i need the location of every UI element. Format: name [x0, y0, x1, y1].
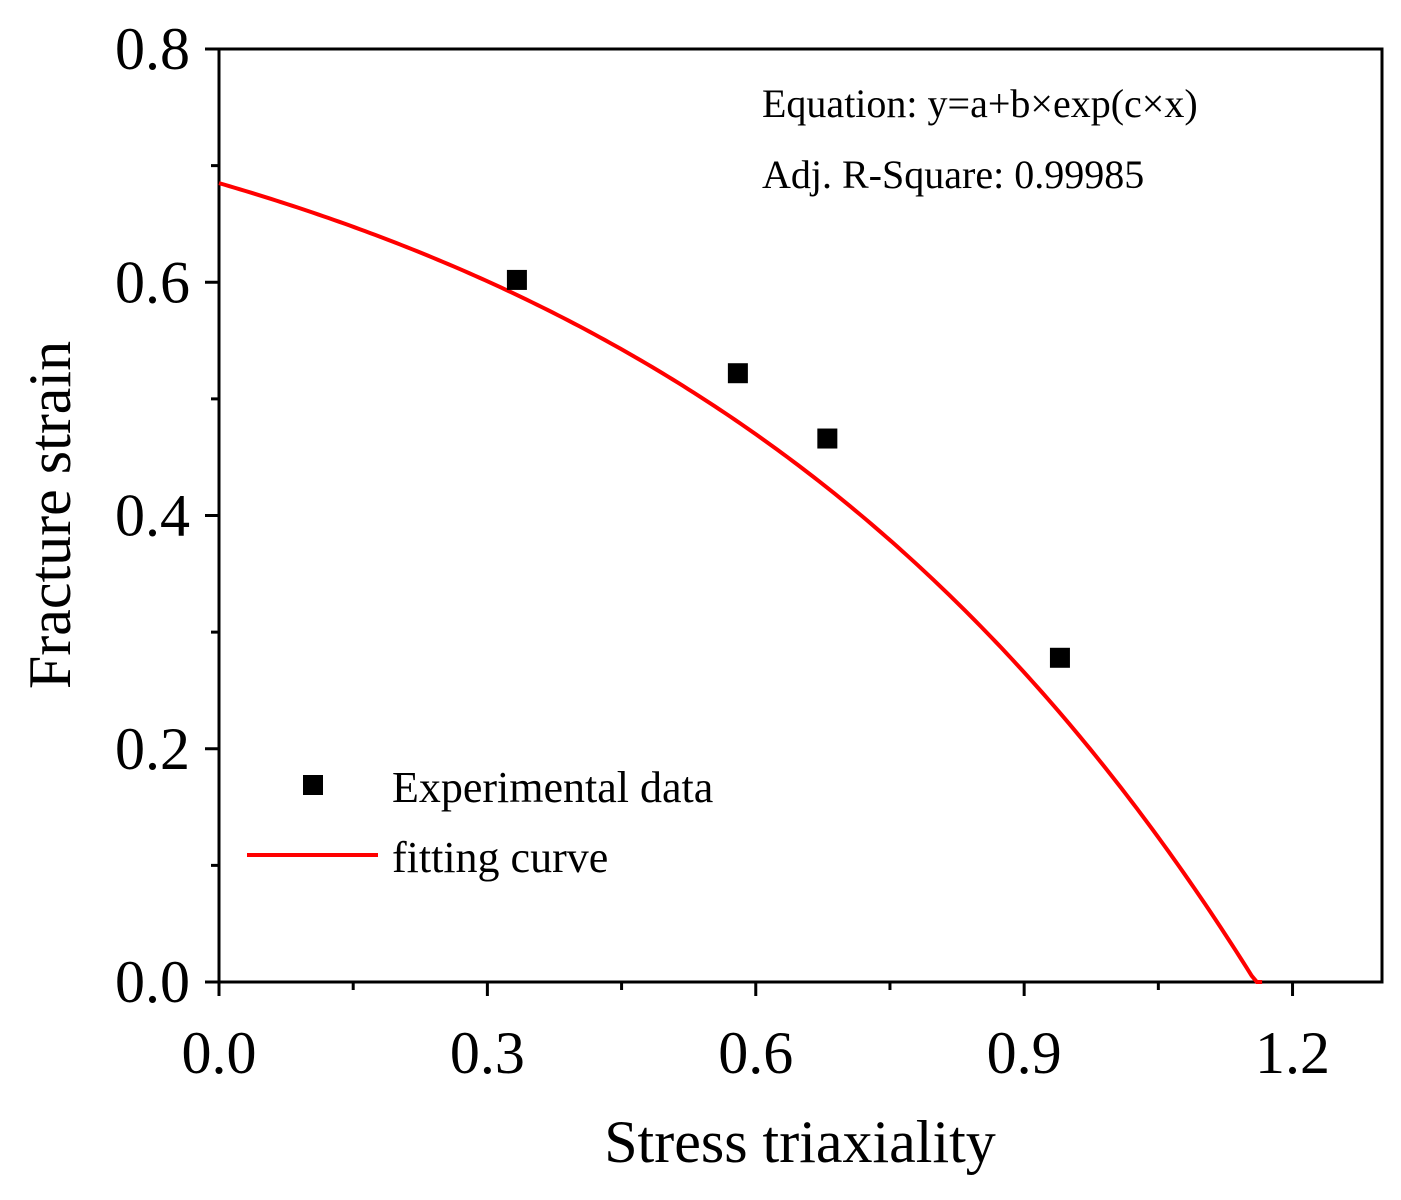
plot-frame	[217, 47, 1384, 984]
x-axis-title: Stress triaxiality	[604, 1109, 996, 1175]
y-tick-label: 0.0	[115, 949, 190, 1015]
y-tick-label: 0.2	[115, 716, 190, 782]
legend-square-marker	[303, 775, 323, 795]
y-tick-label: 0.6	[115, 249, 190, 315]
tick-labels: 0.0 0.3 0.6 0.9 1.2 0.0 0.2 0.4 0.6 0.8	[115, 16, 1330, 1086]
legend-label-fitting: fitting curve	[392, 833, 608, 882]
data-point	[506, 269, 527, 290]
r-square-annotation: Adj. R-Square: 0.99985	[762, 152, 1144, 197]
x-tick-label: 0.6	[718, 1020, 793, 1086]
x-tick-label: 0.3	[450, 1020, 525, 1086]
equation-annotation: Equation: y=a+b×exp(c×x)	[762, 81, 1198, 126]
experimental-data-points	[506, 269, 1070, 668]
data-point	[817, 428, 838, 449]
y-axis-title: Fracture strain	[17, 341, 83, 689]
data-point	[1049, 647, 1070, 668]
y-tick-label: 0.4	[115, 483, 190, 549]
legend-label-experimental: Experimental data	[392, 763, 713, 812]
data-point	[727, 363, 748, 384]
y-tick-label: 0.8	[115, 16, 190, 82]
x-tick-label: 0.9	[987, 1020, 1062, 1086]
legend: Experimental data fitting curve	[247, 763, 713, 882]
x-tick-label: 0.0	[182, 1020, 257, 1086]
fitting-curve-line	[218, 181, 1263, 984]
x-tick-label: 1.2	[1255, 1020, 1330, 1086]
